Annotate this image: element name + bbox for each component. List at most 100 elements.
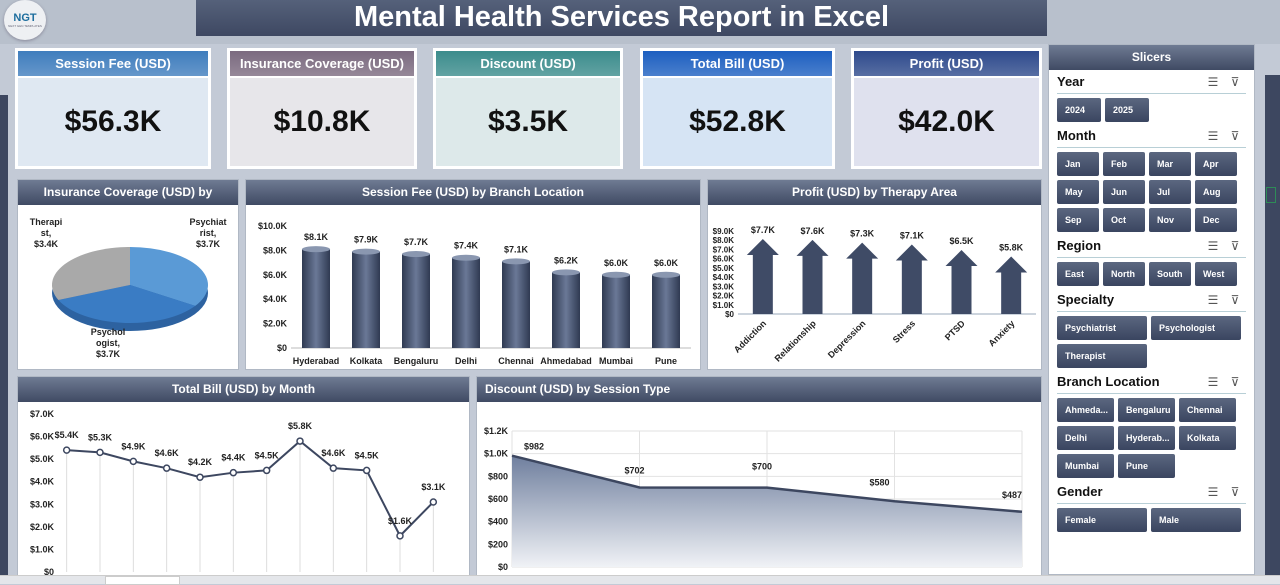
multi-select-icon[interactable]: ☰ [1207,292,1219,307]
slicer-button[interactable]: Jun [1103,180,1145,204]
slicer-button[interactable]: Sep [1057,208,1099,232]
slicer-button[interactable]: Nov [1149,208,1191,232]
slicer-button[interactable]: Psychiatrist [1057,316,1147,340]
clear-filter-icon[interactable]: ⊽ [1230,238,1240,253]
slicers-title: Slicers [1049,45,1254,70]
discount-chart-panel: Discount (USD) by Session Type $0 $200 $400… [476,376,1042,584]
y-tick-label: $9.0K [713,227,735,236]
slicer-button[interactable]: Mumbai [1057,454,1114,478]
y-tick-label: $6.0K [263,270,288,280]
kpi-label: Profit (USD) [854,51,1039,76]
slicer-button[interactable]: Aug [1195,180,1237,204]
bar [602,274,630,348]
slicer-button[interactable]: Kolkata [1179,426,1236,450]
slicer-button[interactable]: Male [1151,508,1241,532]
multi-select-icon[interactable]: ☰ [1207,374,1219,389]
slicer-button[interactable]: Chennai [1179,398,1236,422]
clear-filter-icon[interactable]: ⊽ [1230,74,1240,89]
slicer-button[interactable]: South [1149,262,1191,286]
bar-top [602,271,630,278]
slicer-title: Branch Location [1057,374,1160,389]
slicer-button[interactable]: North [1103,262,1145,286]
multi-select-icon[interactable]: ☰ [1207,484,1219,499]
profit-chart-panel: Profit (USD) by Therapy Area $0 $1.0K $2.0K… [707,179,1042,370]
slicer-button[interactable]: Mar [1149,152,1191,176]
page-title: Mental Health Services Report in Excel [196,0,1047,36]
x-tick-label: Ahmedabad [540,356,592,366]
slicer-button[interactable]: Hyderab... [1118,426,1175,450]
x-tick-label: Hyderabad [293,356,340,366]
y-tick-label: $0 [44,567,54,577]
series-line [511,454,1023,514]
cell-selection[interactable] [1266,187,1276,203]
slicer-button[interactable]: West [1195,262,1237,286]
data-label: $4.5K [355,450,380,460]
data-point [129,457,138,466]
slicer-button[interactable]: Dec [1195,208,1237,232]
data-label: $982 [524,442,544,452]
bar-top [502,258,530,265]
multi-select-icon[interactable]: ☰ [1207,128,1219,143]
y-tick-label: $4.0K [713,273,735,282]
slicer-button[interactable]: Bengaluru [1118,398,1175,422]
y-tick-label: $0 [498,562,508,572]
y-tick-label: $0 [277,343,287,353]
y-tick-label: $4.0K [263,294,288,304]
pie-slice [51,247,130,301]
data-label: $5.4K [55,430,80,440]
kpi-value: $56.3K [18,78,208,166]
slicer-button[interactable]: May [1057,180,1099,204]
slicer-button[interactable]: Jan [1057,152,1099,176]
slicer-gender: Gender ☰ ⊽ Female Male [1057,480,1246,532]
y-tick-label: $400 [488,517,508,527]
total-bill-chart-panel: Total Bill (USD) by Month $0 $1.0K $2.0K $3.… [17,376,470,584]
slicer-button[interactable]: 2024 [1057,98,1101,122]
y-tick-label: $8.0K [263,245,288,255]
data-label: $580 [869,477,889,487]
y-tick-label: $6.0K [713,255,735,264]
chart-title: Total Bill (USD) by Month [18,377,469,402]
arrow-bar [995,256,1028,314]
multi-select-icon[interactable]: ☰ [1207,74,1219,89]
slicer-button[interactable]: East [1057,262,1099,286]
multi-select-icon[interactable]: ☰ [1207,238,1219,253]
x-tick-label: Kolkata [350,356,384,366]
data-label: $6.0K [654,258,679,268]
bar-top [652,271,680,278]
slicer-button[interactable]: Apr [1195,152,1237,176]
slicer-specialty: Specialty ☰ ⊽ Psychiatrist Psychologist Thera… [1057,288,1246,368]
clear-filter-icon[interactable]: ⊽ [1230,484,1240,499]
pie-slice [58,285,196,323]
y-tick-label: $5.0K [30,454,55,464]
right-strip [1265,75,1280,575]
data-label: $4.4K [221,453,246,463]
bar [452,257,480,348]
data-point [96,448,104,457]
bar [652,274,680,348]
arrow-bar [746,238,779,314]
slicer-button[interactable]: Therapist [1057,344,1147,368]
slicer-button[interactable]: Pune [1118,454,1175,478]
slicer-button[interactable]: Ahmeda... [1057,398,1114,422]
slicer-month: Month ☰ ⊽ Jan Feb Mar Apr May Jun Jul Aug Sep Oct Nov… [1057,124,1246,232]
y-tick-label: $7.0K [713,245,735,254]
clear-filter-icon[interactable]: ⊽ [1230,374,1240,389]
slicer-button[interactable]: Psychologist [1151,316,1241,340]
slicer-button[interactable]: 2025 [1105,98,1149,122]
clear-filter-icon[interactable]: ⊽ [1230,128,1240,143]
bar [302,249,330,348]
slicer-button[interactable]: Oct [1103,208,1145,232]
data-label: Therapi st, $3.4K [30,217,63,249]
total-bill-line-chart: $0 $1.0K $2.0K $3.0K $4.0K $5.0K $6.0K $7.0K $5.… [30,409,446,577]
data-label: $6.5K [949,236,974,246]
data-label: $5.8K [288,421,313,431]
slicer-button[interactable]: Female [1057,508,1147,532]
slicer-button[interactable]: Feb [1103,152,1145,176]
profit-arrow-chart: $0$1.0K$2.0K$3.0K$4.0K$5.0K$6.0K$7.0K$8.… [713,225,1036,364]
data-point [196,473,204,481]
data-label: $7.1K [504,244,529,254]
data-label: $7.6K [800,226,825,236]
slicer-button[interactable]: Jul [1149,180,1191,204]
clear-filter-icon[interactable]: ⊽ [1230,292,1240,307]
slicer-button[interactable]: Delhi [1057,426,1114,450]
